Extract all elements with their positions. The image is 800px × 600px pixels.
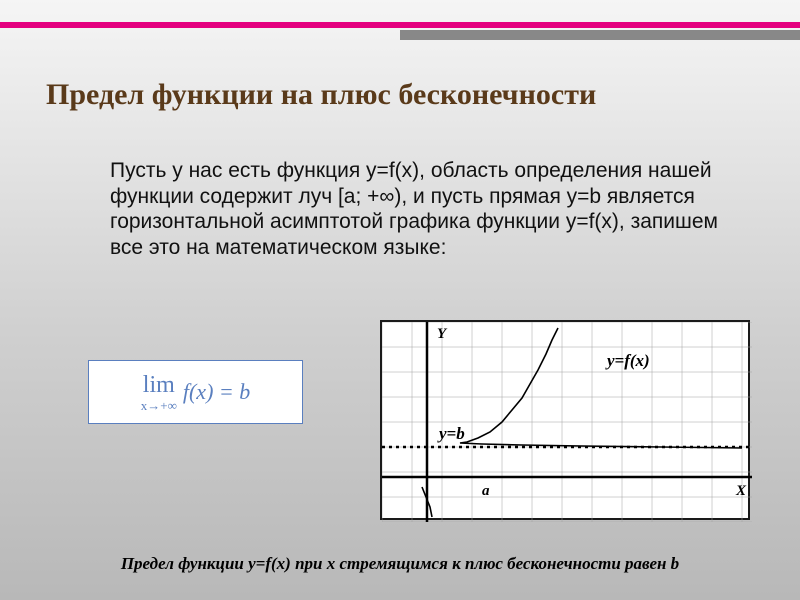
svg-text:a: a <box>482 483 490 499</box>
slide-title: Предел функции на плюс бесконечности <box>46 78 746 113</box>
formula: lim x→+∞ f(x) = b <box>141 373 250 412</box>
body-text: Пусть у нас есть функция y=f(x), область… <box>110 158 730 260</box>
svg-text:Y: Y <box>437 326 448 342</box>
formula-box: lim x→+∞ f(x) = b <box>88 360 303 424</box>
svg-text:y=b: y=b <box>437 424 465 443</box>
accent-bar <box>0 22 800 28</box>
lim-expression: f(x) = b <box>183 379 250 405</box>
lim-subscript: x→+∞ <box>141 399 177 412</box>
lim-symbol: lim x→+∞ <box>141 373 177 412</box>
slide: Предел функции на плюс бесконечности Пус… <box>0 0 800 600</box>
lim-label: lim <box>143 373 175 397</box>
caption: Предел функции y=f(x) при x стремящимся … <box>40 554 760 574</box>
graph-svg: Y Xy=f(x) y=b a <box>382 322 752 522</box>
graph: Y Xy=f(x) y=b a <box>380 320 750 520</box>
gray-bar <box>400 30 800 40</box>
svg-text:X: X <box>735 483 747 499</box>
svg-text:y=f(x): y=f(x) <box>605 351 650 370</box>
